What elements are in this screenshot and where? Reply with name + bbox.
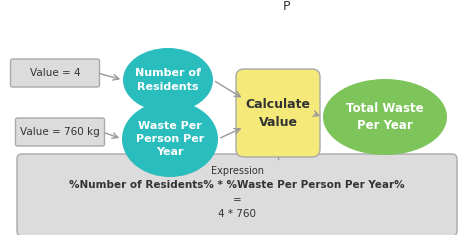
Text: 4 * 760: 4 * 760 bbox=[218, 209, 256, 219]
Ellipse shape bbox=[323, 79, 447, 155]
Text: Calculate
Value: Calculate Value bbox=[246, 98, 311, 129]
FancyBboxPatch shape bbox=[11, 59, 100, 87]
Text: %Number of Residents% * %Waste Per Person Per Year%: %Number of Residents% * %Waste Per Perso… bbox=[69, 180, 405, 190]
Text: Total Waste
Per Year: Total Waste Per Year bbox=[346, 102, 424, 132]
Text: Waste Per
Person Per
Year: Waste Per Person Per Year bbox=[136, 121, 204, 157]
Text: Value = 760 kg: Value = 760 kg bbox=[20, 127, 100, 137]
FancyBboxPatch shape bbox=[17, 154, 457, 235]
FancyBboxPatch shape bbox=[15, 118, 105, 146]
Text: Expression: Expression bbox=[211, 166, 264, 176]
Text: Number of
Residents: Number of Residents bbox=[135, 68, 201, 92]
Text: P: P bbox=[282, 0, 290, 13]
Ellipse shape bbox=[122, 101, 218, 177]
Text: Value = 4: Value = 4 bbox=[30, 68, 80, 78]
Text: =: = bbox=[232, 195, 241, 205]
FancyBboxPatch shape bbox=[236, 69, 320, 157]
Ellipse shape bbox=[123, 48, 213, 112]
